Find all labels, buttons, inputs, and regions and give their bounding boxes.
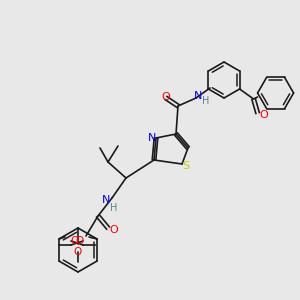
Text: N: N: [102, 195, 110, 205]
Text: O: O: [71, 236, 79, 246]
Text: O: O: [74, 247, 82, 257]
Text: O: O: [75, 236, 83, 246]
Text: O: O: [110, 225, 118, 235]
Text: N: N: [148, 133, 156, 143]
Text: O: O: [259, 110, 268, 120]
Text: O: O: [162, 92, 170, 102]
Text: H: H: [110, 203, 118, 213]
Text: H: H: [202, 96, 210, 106]
Text: S: S: [182, 161, 190, 171]
Text: N: N: [194, 91, 202, 101]
